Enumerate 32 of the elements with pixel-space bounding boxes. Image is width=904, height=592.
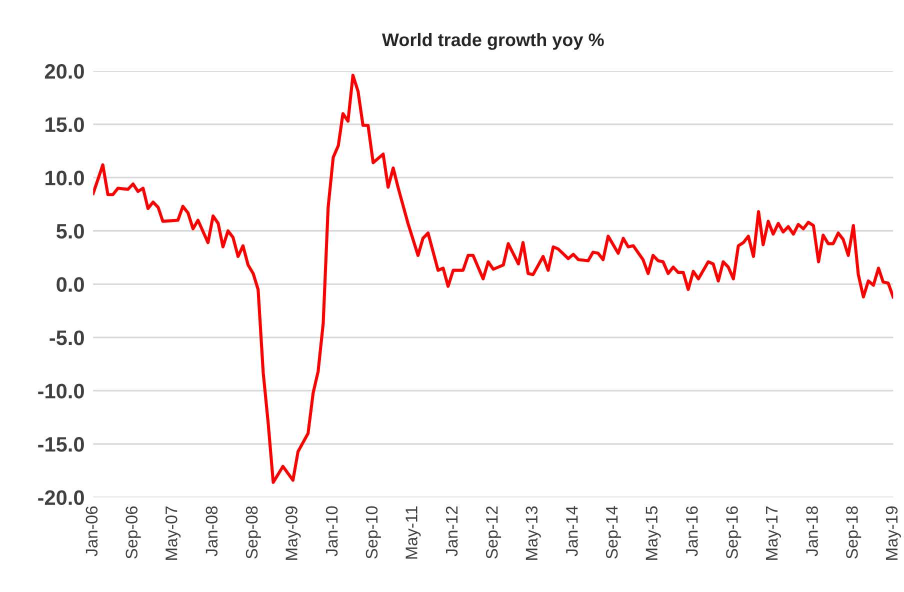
x-tick-label: Sep-10 bbox=[366, 506, 381, 559]
y-tick-label: -15.0 bbox=[38, 437, 84, 452]
y-tick-label: -20.0 bbox=[38, 490, 84, 506]
y-tick-label: 0.0 bbox=[56, 277, 84, 292]
x-tick-label: Jan-08 bbox=[206, 506, 218, 556]
y-tick-label: 15.0 bbox=[46, 117, 84, 132]
x-tick-label: Jan-10 bbox=[326, 506, 338, 556]
x-tick-label: May-13 bbox=[526, 506, 541, 560]
x-tick-label: May-11 bbox=[406, 506, 421, 559]
x-tick-label: Sep-06 bbox=[126, 506, 141, 559]
x-tick-label: Sep-14 bbox=[606, 506, 622, 559]
x-tick-label: Sep-18 bbox=[846, 506, 862, 559]
y-tick-label: -5.0 bbox=[50, 330, 84, 346]
x-tick-label: May-09 bbox=[286, 506, 301, 560]
x-tick-label: Jan-06 bbox=[86, 506, 98, 556]
x-tick-label: May-07 bbox=[165, 506, 181, 560]
y-tick-label: 20.0 bbox=[44, 64, 84, 79]
y-tick-label: -10.0 bbox=[38, 384, 84, 398]
x-tick-label: May-19 bbox=[886, 506, 901, 560]
x-tick-label: Sep-12 bbox=[486, 506, 502, 559]
line-series bbox=[93, 74, 894, 484]
x-tick-label: Sep-08 bbox=[246, 506, 261, 559]
x-tick-label: Jan-14 bbox=[566, 506, 578, 556]
x-tick-label: Jan-12 bbox=[446, 506, 458, 556]
y-tick-label: 5.0 bbox=[56, 224, 84, 239]
y-tick-label: 10.0 bbox=[46, 170, 84, 186]
x-tick-label: May-15 bbox=[646, 506, 661, 560]
x-tick-label: Jan-16 bbox=[686, 506, 698, 556]
x-tick-label: Sep-16 bbox=[726, 506, 742, 559]
chart-title: World trade growth yoy % bbox=[382, 32, 604, 50]
x-tick-label: Jan-18 bbox=[806, 506, 818, 556]
x-tick-label: May-17 bbox=[766, 506, 781, 560]
